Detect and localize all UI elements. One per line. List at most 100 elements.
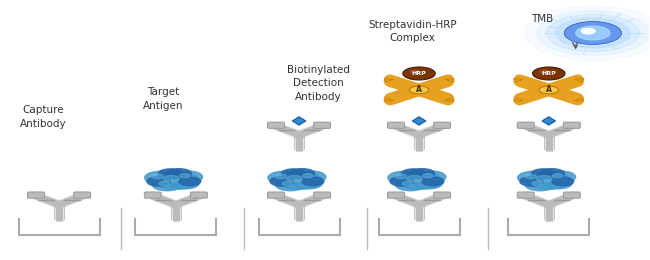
Circle shape: [416, 171, 446, 183]
Circle shape: [159, 169, 182, 178]
Circle shape: [407, 176, 422, 182]
Circle shape: [290, 169, 315, 179]
Circle shape: [173, 171, 203, 183]
Circle shape: [545, 178, 572, 189]
Circle shape: [552, 174, 563, 178]
Circle shape: [410, 86, 429, 94]
Circle shape: [276, 179, 305, 191]
Circle shape: [556, 18, 630, 48]
Circle shape: [540, 169, 564, 179]
Circle shape: [422, 177, 444, 186]
Circle shape: [388, 171, 421, 184]
Circle shape: [545, 171, 575, 183]
Circle shape: [159, 181, 170, 186]
Circle shape: [166, 169, 191, 179]
Circle shape: [395, 179, 425, 191]
Circle shape: [287, 176, 302, 182]
Polygon shape: [575, 98, 584, 101]
Circle shape: [546, 14, 640, 52]
Text: TMB: TMB: [531, 14, 553, 24]
Circle shape: [532, 181, 542, 186]
Polygon shape: [445, 98, 454, 101]
FancyBboxPatch shape: [314, 192, 331, 198]
Text: HRP: HRP: [541, 71, 556, 76]
FancyBboxPatch shape: [27, 192, 44, 198]
Circle shape: [152, 179, 182, 191]
Circle shape: [145, 171, 177, 184]
Circle shape: [520, 177, 543, 186]
Polygon shape: [514, 98, 523, 101]
Circle shape: [396, 172, 441, 189]
Polygon shape: [384, 79, 393, 82]
Circle shape: [395, 174, 406, 179]
Circle shape: [416, 178, 442, 189]
Circle shape: [525, 6, 650, 60]
Circle shape: [296, 178, 322, 189]
Circle shape: [564, 22, 621, 44]
Polygon shape: [575, 79, 584, 82]
Text: Biotinylated
Detection
Antibody: Biotinylated Detection Antibody: [287, 65, 350, 102]
FancyBboxPatch shape: [434, 122, 450, 128]
Circle shape: [282, 181, 293, 186]
Circle shape: [532, 67, 565, 80]
Circle shape: [402, 181, 413, 186]
Circle shape: [410, 70, 419, 74]
Circle shape: [281, 169, 306, 178]
Circle shape: [536, 176, 552, 182]
FancyBboxPatch shape: [387, 122, 404, 128]
Polygon shape: [445, 79, 454, 82]
Circle shape: [268, 171, 300, 184]
Circle shape: [552, 177, 574, 186]
FancyBboxPatch shape: [190, 192, 207, 198]
Polygon shape: [514, 79, 523, 82]
Circle shape: [179, 177, 201, 186]
Circle shape: [296, 171, 326, 183]
Circle shape: [164, 176, 179, 182]
Text: Capture
Antibody: Capture Antibody: [20, 106, 66, 129]
Circle shape: [303, 174, 313, 178]
Circle shape: [390, 177, 414, 186]
Text: A: A: [416, 86, 422, 94]
Circle shape: [525, 174, 536, 179]
Circle shape: [540, 70, 549, 74]
Circle shape: [147, 177, 170, 186]
Circle shape: [576, 26, 610, 40]
FancyBboxPatch shape: [564, 122, 580, 128]
Circle shape: [410, 169, 435, 179]
Text: Target
Antigen: Target Antigen: [142, 87, 183, 110]
Polygon shape: [542, 117, 556, 125]
Circle shape: [277, 172, 322, 189]
Circle shape: [173, 178, 199, 189]
FancyBboxPatch shape: [434, 192, 450, 198]
Circle shape: [525, 179, 555, 191]
FancyBboxPatch shape: [387, 192, 404, 198]
Circle shape: [517, 171, 550, 184]
Circle shape: [531, 169, 555, 178]
Text: HRP: HRP: [411, 71, 426, 76]
Circle shape: [402, 169, 425, 178]
Circle shape: [422, 174, 433, 178]
Circle shape: [526, 172, 571, 189]
FancyBboxPatch shape: [564, 192, 580, 198]
Polygon shape: [292, 117, 306, 125]
Circle shape: [270, 177, 294, 186]
FancyBboxPatch shape: [517, 192, 534, 198]
FancyBboxPatch shape: [517, 122, 534, 128]
FancyBboxPatch shape: [73, 192, 90, 198]
Circle shape: [539, 86, 558, 94]
Polygon shape: [384, 98, 393, 101]
Circle shape: [302, 177, 324, 186]
FancyBboxPatch shape: [144, 192, 161, 198]
FancyBboxPatch shape: [314, 122, 331, 128]
Text: Streptavidin-HRP
Complex: Streptavidin-HRP Complex: [369, 20, 457, 43]
Polygon shape: [412, 117, 426, 125]
Text: A: A: [546, 86, 552, 94]
Circle shape: [275, 174, 287, 179]
FancyBboxPatch shape: [268, 122, 285, 128]
Circle shape: [153, 172, 198, 189]
Circle shape: [179, 174, 190, 178]
Circle shape: [581, 28, 595, 34]
FancyBboxPatch shape: [268, 192, 285, 198]
Circle shape: [537, 11, 649, 55]
Circle shape: [152, 174, 163, 179]
